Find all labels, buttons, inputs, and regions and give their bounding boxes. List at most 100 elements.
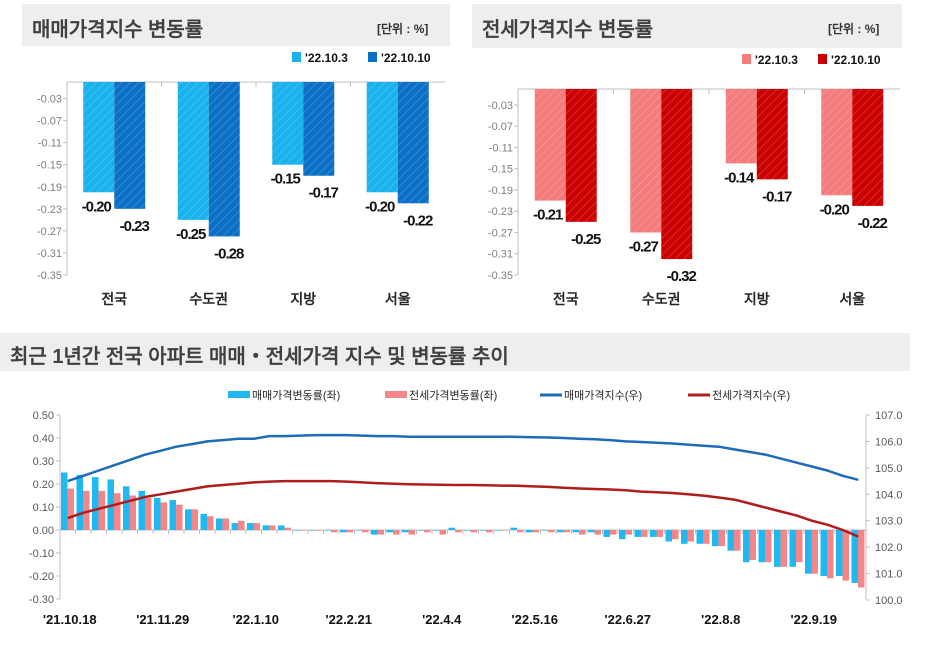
sale-change-bar (650, 530, 657, 537)
jeonse-change-bar (501, 530, 508, 531)
jeonse-change-bar (424, 530, 431, 533)
jeonse-change-bar (672, 530, 679, 540)
sale-change-bar (448, 527, 455, 530)
bar-hatch (272, 82, 304, 165)
jeonse-change-bar (362, 530, 369, 533)
sale-change-bar (278, 525, 285, 530)
bar-hatch (630, 89, 662, 233)
sale-change-bar (603, 530, 610, 537)
right-tick-label: 107.0 (875, 410, 903, 422)
y-tick-label: -0.27 (37, 226, 62, 238)
y-tick-label: -0.19 (488, 185, 513, 197)
data-label: -0.15 (271, 171, 301, 188)
sale-change-bar (836, 530, 843, 576)
y-tick-label: -0.11 (489, 142, 513, 154)
sale-change-bar (433, 530, 440, 531)
x-tick-label: 서울 (839, 291, 865, 307)
jeonse-change-bar (191, 509, 198, 530)
y-tick-label: -0.07 (488, 121, 513, 133)
x-tick-label: 지방 (744, 291, 770, 307)
sale-change-bar (309, 530, 316, 531)
jeonse-index-line (67, 479, 859, 538)
right-tick-label: 100.0 (875, 595, 903, 607)
legend-swatch (228, 391, 250, 398)
sale-change-bar (123, 486, 130, 530)
sale-change-bar (61, 472, 68, 530)
x-tick-label: 전국 (101, 291, 127, 307)
y-tick-label: -0.15 (37, 160, 62, 172)
sale-change-bar (619, 530, 626, 540)
data-label: -0.28 (214, 245, 244, 262)
legend-swatch (818, 54, 827, 64)
y-tick-label: -0.35 (37, 270, 62, 282)
left-tick-label: 0.10 (33, 502, 54, 514)
y-tick-label: -0.03 (37, 94, 62, 106)
sale-change-bar (743, 530, 750, 563)
jeonse-change-bar (269, 525, 276, 530)
x-tick-label: '21.11.29 (136, 612, 189, 627)
sale-change-bar (681, 530, 688, 544)
data-label: -0.20 (820, 201, 850, 218)
x-tick-label: 서울 (385, 291, 411, 307)
y-tick-label: -0.31 (37, 248, 62, 260)
legend-label: '22.10.3 (755, 53, 798, 67)
data-label: -0.27 (629, 238, 659, 255)
x-tick-label: '22.6.27 (605, 612, 651, 627)
trend-chart-title-bar (0, 333, 910, 371)
y-tick-label: -0.07 (37, 116, 62, 128)
x-tick-label: 수도권 (642, 291, 681, 307)
jeonse-change-bar (346, 530, 353, 533)
jeonse-change-bar (827, 530, 834, 579)
jeonse-change-bar (548, 530, 555, 533)
jeonse-change-bar (238, 520, 245, 530)
sale-change-bar (572, 530, 579, 533)
sale-change-bar (247, 523, 254, 530)
legend-swatch (292, 52, 301, 62)
y-tick-label: -0.23 (488, 206, 513, 218)
jeonse-change-bar (222, 518, 229, 530)
data-label: -0.20 (82, 198, 112, 215)
x-tick-label: '22.8.8 (701, 612, 740, 627)
sale-change-bar (417, 530, 424, 531)
sale-change-bar (495, 530, 502, 531)
jeonse-change-bar (780, 530, 787, 567)
right-tick-label: 105.0 (875, 463, 903, 475)
right-tick-label: 104.0 (875, 489, 903, 501)
y-tick-label: -0.03 (488, 100, 513, 112)
jeonse-change-bar (129, 495, 136, 530)
jeonse-change-bar (300, 530, 307, 531)
data-label: -0.22 (403, 212, 433, 229)
jeonse-change-bar (408, 530, 415, 535)
jeonse-change-bar (796, 530, 803, 563)
jeonse-change-bar (377, 530, 384, 535)
jeonse-change-bar (393, 530, 400, 535)
x-tick-label: '22.4.4 (422, 612, 462, 627)
sale-change-bar (340, 530, 347, 533)
x-tick-label: 전국 (553, 291, 579, 307)
jeonse-change-bar (114, 493, 121, 530)
data-label: -0.17 (762, 188, 792, 205)
sale-change-bar (712, 530, 719, 547)
sale-change-bar (774, 530, 781, 567)
legend-label: 매매가격지수(우) (564, 389, 642, 402)
sale-change-bar (820, 530, 827, 576)
data-label: -0.14 (724, 169, 755, 186)
jeonse-change-bar (284, 527, 291, 530)
data-label: -0.25 (571, 231, 601, 248)
y-tick-label: -0.31 (488, 249, 513, 261)
jeonse-change-bar (625, 530, 632, 535)
bar-hatch (208, 82, 240, 237)
sale-change-bar (402, 530, 409, 533)
bar-hatch (83, 82, 115, 193)
jeonse-change-bar (315, 530, 322, 531)
jeonse-change-bar (563, 530, 570, 533)
jeonse-change-bar (486, 530, 493, 533)
sale-change-bar (138, 490, 145, 530)
data-label: -0.23 (120, 218, 150, 235)
jeonse-change-bar (811, 530, 818, 574)
legend-label: 전세가격지수(우) (712, 389, 790, 402)
left-tick-label: -0.20 (29, 571, 54, 583)
right-tick-label: 106.0 (875, 436, 903, 448)
x-tick-label: '22.9.19 (791, 612, 837, 627)
